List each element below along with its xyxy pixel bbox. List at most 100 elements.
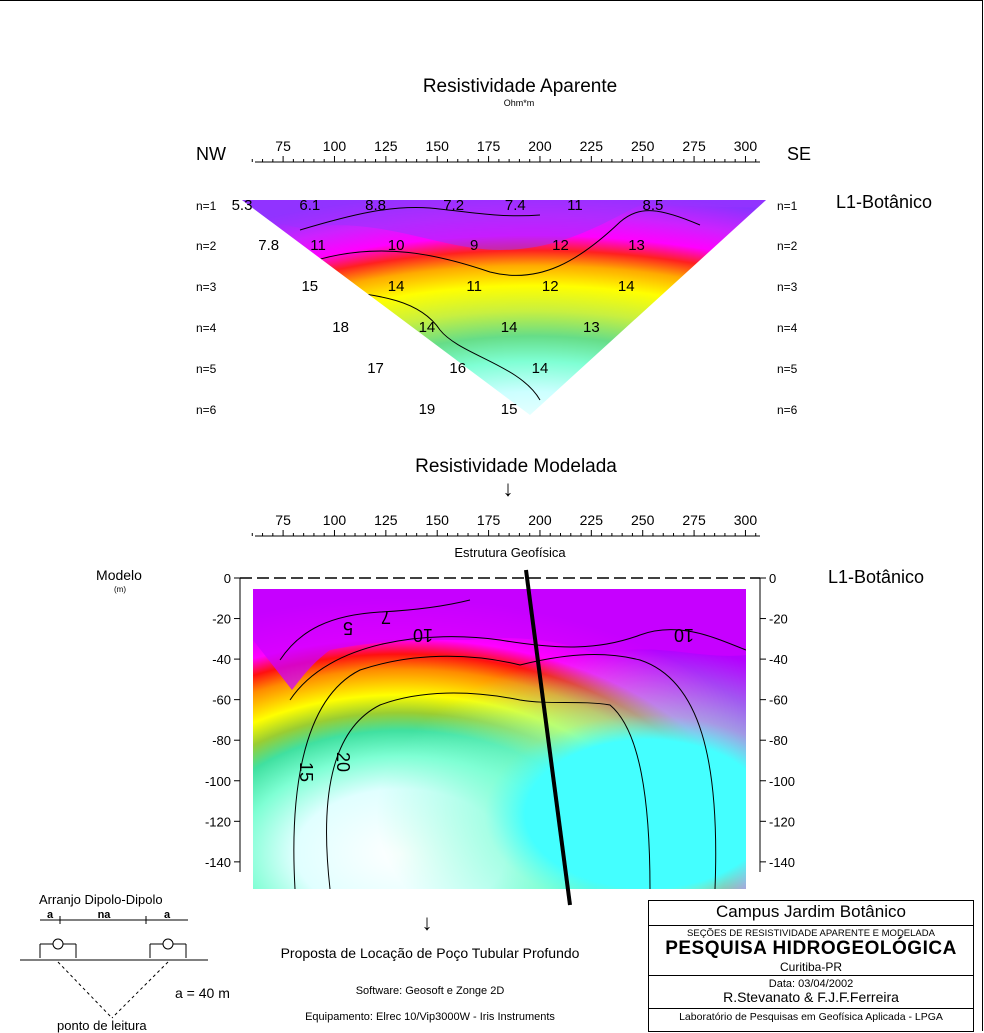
apparent-x-tick-label: 225 bbox=[580, 138, 604, 154]
depth-label-right: -80 bbox=[769, 733, 788, 748]
apparent-value-label: 16 bbox=[449, 360, 466, 377]
contour-label: 7 bbox=[381, 607, 391, 627]
depth-label-right: -20 bbox=[769, 612, 788, 627]
contour-label: 10 bbox=[413, 625, 433, 645]
apparent-value-label: 14 bbox=[618, 278, 635, 295]
apparent-x-tick-label: 100 bbox=[323, 138, 347, 154]
modeled-x-tick-label: 225 bbox=[580, 512, 604, 528]
info-box: Campus Jardim Botânico SEÇÕES DE RESISTI… bbox=[648, 900, 974, 1032]
depth-label-left: -40 bbox=[212, 652, 231, 667]
apparent-value-label: 15 bbox=[301, 278, 318, 295]
info-city: Curitiba-PR bbox=[779, 960, 842, 974]
apparent-value-label: 12 bbox=[542, 278, 559, 295]
apparent-value-label: 11 bbox=[310, 237, 326, 254]
line-label-model: L1-Botânico bbox=[828, 567, 925, 587]
apparent-value-label: 10 bbox=[388, 237, 405, 254]
apparent-contours bbox=[299, 207, 701, 401]
modeled-resistivity-map bbox=[253, 589, 746, 889]
apparent-value-label: 13 bbox=[583, 319, 600, 336]
apparent-x-tick-label: 175 bbox=[477, 138, 501, 154]
depth-label-right: 0 bbox=[769, 571, 776, 586]
modeled-x-tick-label: 125 bbox=[374, 512, 398, 528]
info-campus: Campus Jardim Botânico bbox=[716, 902, 906, 921]
structure-label: Estrutura Geofísica bbox=[454, 545, 566, 560]
row-label-left: n=2 bbox=[196, 239, 217, 253]
apparent-value-label: 9 bbox=[470, 237, 478, 254]
apparent-x-tick-label: 300 bbox=[734, 138, 758, 154]
apparent-value-label: 8.8 bbox=[365, 197, 386, 214]
apparent-x-tick-label: 275 bbox=[682, 138, 706, 154]
modeled-x-tick-label: 275 bbox=[682, 512, 706, 528]
depth-label-left: -140 bbox=[205, 855, 231, 870]
contour-label: 10 bbox=[674, 625, 694, 645]
modeled-x-tick-label: 200 bbox=[528, 512, 552, 528]
apparent-unit: Ohm*m bbox=[503, 98, 535, 108]
row-label-left: n=6 bbox=[196, 403, 217, 417]
proposal-arrow: ↓ bbox=[421, 910, 433, 935]
depth-label-right: -100 bbox=[769, 774, 795, 789]
apparent-x-tick-label: 250 bbox=[631, 138, 655, 154]
depth-label-left: -100 bbox=[205, 774, 231, 789]
modeled-x-tick-label: 250 bbox=[631, 512, 655, 528]
apparent-value-label: 11 bbox=[466, 278, 482, 295]
modeled-x-tick-label: 75 bbox=[275, 512, 291, 528]
depth-label-left: -60 bbox=[212, 693, 231, 708]
modeled-x-tick-label: 300 bbox=[734, 512, 758, 528]
apparent-value-label: 7.2 bbox=[443, 197, 464, 214]
geophysical-structure-line bbox=[524, 569, 572, 906]
se-label: SE bbox=[787, 144, 812, 164]
info-authors: R.Stevanato & F.J.F.Ferreira bbox=[723, 989, 899, 1005]
modeled-title: Resistividade Modelada bbox=[415, 456, 617, 477]
depth-label-right: -140 bbox=[769, 855, 795, 870]
model-axis-label: Modelo bbox=[96, 567, 142, 583]
array-spacing: a = 40 m bbox=[175, 985, 230, 1001]
apparent-value-label: 19 bbox=[419, 401, 436, 418]
depth-label-left: -120 bbox=[205, 814, 231, 829]
row-label-right: n=5 bbox=[777, 362, 798, 376]
proposal-label: Proposta de Locação de Poço Tubular Prof… bbox=[280, 945, 580, 961]
contour-label: 5 bbox=[343, 618, 353, 638]
apparent-value-label: 14 bbox=[388, 278, 405, 295]
modeled-x-tick-label: 150 bbox=[426, 512, 450, 528]
modeled-contours bbox=[279, 599, 746, 889]
contour-label: 15 bbox=[296, 762, 316, 782]
dipole-array-diagram bbox=[20, 916, 208, 1019]
depth-label-left: -80 bbox=[212, 733, 231, 748]
info-lab: Laboratório de Pesquisas em Geofísica Ap… bbox=[649, 1008, 973, 1023]
apparent-value-label: 18 bbox=[332, 319, 349, 336]
apparent-value-label: 14 bbox=[501, 319, 518, 336]
apparent-value-label: 5.3 bbox=[232, 197, 253, 214]
apparent-value-label: 14 bbox=[419, 319, 436, 336]
apparent-value-label: 13 bbox=[628, 237, 645, 254]
depth-label-right: -120 bbox=[769, 814, 795, 829]
info-sections: SEÇÕES DE RESISTIVIDADE APARENTE E MODEL… bbox=[649, 925, 973, 939]
equipment-label: Equipamento: Elrec 10/Vip3000W - Iris In… bbox=[305, 1011, 555, 1023]
depth-label-left: -20 bbox=[212, 612, 231, 627]
apparent-value-label: 7.8 bbox=[258, 237, 279, 254]
apparent-value-label: 14 bbox=[532, 360, 549, 377]
apparent-value-label: 8.5 bbox=[643, 197, 664, 214]
depth-label-right: -40 bbox=[769, 652, 788, 667]
apparent-x-tick-label: 200 bbox=[528, 138, 552, 154]
modeled-x-tick-label: 100 bbox=[323, 512, 347, 528]
apparent-value-label: 17 bbox=[367, 360, 384, 377]
row-label-left: n=3 bbox=[196, 280, 217, 294]
depth-label-left: 0 bbox=[224, 571, 231, 586]
apparent-value-label: 11 bbox=[567, 197, 583, 214]
apparent-x-tick-label: 125 bbox=[374, 138, 398, 154]
contour-label: 20 bbox=[333, 752, 353, 772]
row-label-right: n=6 bbox=[777, 403, 798, 417]
row-label-right: n=2 bbox=[777, 239, 798, 253]
model-axis-unit: (m) bbox=[114, 585, 126, 594]
nw-label: NW bbox=[196, 144, 226, 164]
depth-label-right: -60 bbox=[769, 693, 788, 708]
reading-point-label: ponto de leitura bbox=[57, 1018, 147, 1033]
apparent-x-tick-label: 150 bbox=[426, 138, 450, 154]
apparent-title: Resistividade Aparente bbox=[422, 76, 618, 97]
apparent-x-tick-label: 75 bbox=[275, 138, 291, 154]
modeled-x-tick-label: 175 bbox=[477, 512, 501, 528]
location-arrow: ↓ bbox=[502, 476, 514, 501]
apparent-value-label: 7.4 bbox=[505, 197, 526, 214]
